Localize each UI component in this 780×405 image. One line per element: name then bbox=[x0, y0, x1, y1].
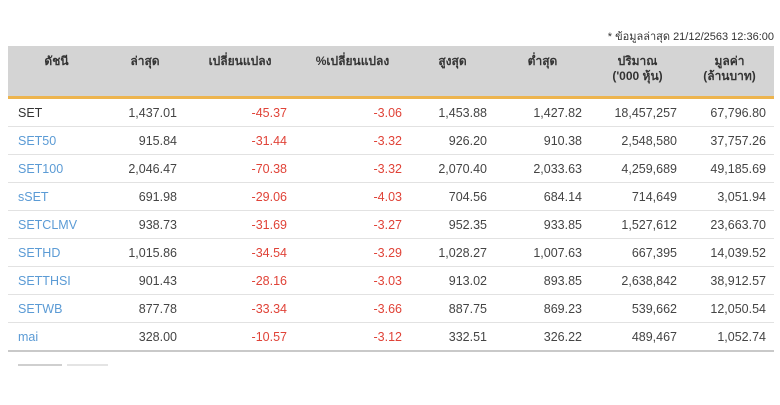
cell-change: -31.44 bbox=[185, 126, 295, 155]
cell-low: 684.14 bbox=[495, 182, 590, 211]
col-header-high: สูงสุด bbox=[410, 46, 495, 99]
cell-last: 328.00 bbox=[105, 322, 185, 352]
cell-pct-change: -4.03 bbox=[295, 182, 410, 211]
cell-high: 926.20 bbox=[410, 126, 495, 155]
col-header-volume: ปริมาณ ('000 หุ้น) bbox=[590, 46, 685, 99]
last-updated-note: * ข้อมูลล่าสุด 21/12/2563 12:36:00 bbox=[607, 31, 774, 43]
cell-low: 326.22 bbox=[495, 322, 590, 352]
footer-divider-2 bbox=[67, 364, 108, 366]
table-row: sSET 691.98 -29.06 -4.03 704.56 684.14 714,649… bbox=[8, 182, 774, 211]
cell-change: -31.69 bbox=[185, 210, 295, 239]
cell-volume: 2,638,842 bbox=[590, 266, 685, 295]
table-header-row: ดัชนี ล่าสุด เปลี่ยนแปลง %เปลี่ยนแปลง สู… bbox=[8, 46, 774, 99]
cell-last: 691.98 bbox=[105, 182, 185, 211]
cell-volume: 539,662 bbox=[590, 294, 685, 323]
cell-change: -10.57 bbox=[185, 322, 295, 352]
cell-low: 893.85 bbox=[495, 266, 590, 295]
col-header-pct-change: %เปลี่ยนแปลง bbox=[295, 46, 410, 99]
cell-change: -29.06 bbox=[185, 182, 295, 211]
cell-pct-change: -3.32 bbox=[295, 126, 410, 155]
cell-last: 938.73 bbox=[105, 210, 185, 239]
col-header-last: ล่าสุด bbox=[105, 46, 185, 99]
cell-volume: 714,649 bbox=[590, 182, 685, 211]
table-row: SETWB 877.78 -33.34 -3.66 887.75 869.23 539,66… bbox=[8, 294, 774, 323]
cell-volume: 667,395 bbox=[590, 238, 685, 267]
index-link[interactable]: SET50 bbox=[8, 126, 105, 155]
cell-change: -28.16 bbox=[185, 266, 295, 295]
table-row: mai 328.00 -10.57 -3.12 332.51 326.22 489,467 1… bbox=[8, 322, 774, 352]
index-summary-table: ดัชนี ล่าสุด เปลี่ยนแปลง %เปลี่ยนแปลง สู… bbox=[8, 46, 774, 352]
cell-volume: 18,457,257 bbox=[590, 97, 685, 127]
cell-last: 1,015.86 bbox=[105, 238, 185, 267]
cell-low: 869.23 bbox=[495, 294, 590, 323]
cell-low: 1,427.82 bbox=[495, 97, 590, 127]
index-label: SET bbox=[8, 97, 105, 127]
cell-low: 2,033.63 bbox=[495, 154, 590, 183]
cell-value: 14,039.52 bbox=[685, 238, 774, 267]
cell-change: -33.34 bbox=[185, 294, 295, 323]
cell-volume: 4,259,689 bbox=[590, 154, 685, 183]
cell-change: -45.37 bbox=[185, 97, 295, 127]
cell-high: 704.56 bbox=[410, 182, 495, 211]
cell-last: 915.84 bbox=[105, 126, 185, 155]
table-row: SET50 915.84 -31.44 -3.32 926.20 910.38 2,548,… bbox=[8, 126, 774, 155]
cell-volume: 489,467 bbox=[590, 322, 685, 352]
table-row: SET 1,437.01 -45.37 -3.06 1,453.88 1,427.82 18… bbox=[8, 97, 774, 127]
index-link[interactable]: sSET bbox=[8, 182, 105, 211]
cell-value: 37,757.26 bbox=[685, 126, 774, 155]
cell-last: 1,437.01 bbox=[105, 97, 185, 127]
cell-last: 877.78 bbox=[105, 294, 185, 323]
cell-high: 952.35 bbox=[410, 210, 495, 239]
index-link[interactable]: SETWB bbox=[8, 294, 105, 323]
cell-last: 901.43 bbox=[105, 266, 185, 295]
footer-divider-1 bbox=[18, 364, 62, 366]
cell-value: 49,185.69 bbox=[685, 154, 774, 183]
table-row: SET100 2,046.47 -70.38 -3.32 2,070.40 2,033.6… bbox=[8, 154, 774, 183]
cell-pct-change: -3.29 bbox=[295, 238, 410, 267]
cell-low: 910.38 bbox=[495, 126, 590, 155]
table-row: SETHD 1,015.86 -34.54 -3.29 1,028.27 1,007.63… bbox=[8, 238, 774, 267]
cell-low: 933.85 bbox=[495, 210, 590, 239]
col-header-low: ต่ำสุด bbox=[495, 46, 590, 99]
col-header-change: เปลี่ยนแปลง bbox=[185, 46, 295, 99]
index-link[interactable]: SETCLMV bbox=[8, 210, 105, 239]
index-table-body: SET 1,437.01 -45.37 -3.06 1,453.88 1,427.82 18… bbox=[8, 97, 774, 352]
cell-pct-change: -3.27 bbox=[295, 210, 410, 239]
cell-value: 23,663.70 bbox=[685, 210, 774, 239]
cell-high: 1,453.88 bbox=[410, 97, 495, 127]
cell-high: 887.75 bbox=[410, 294, 495, 323]
cell-volume: 1,527,612 bbox=[590, 210, 685, 239]
cell-value: 1,052.74 bbox=[685, 322, 774, 352]
cell-high: 2,070.40 bbox=[410, 154, 495, 183]
cell-high: 913.02 bbox=[410, 266, 495, 295]
cell-value: 38,912.57 bbox=[685, 266, 774, 295]
index-link[interactable]: SET100 bbox=[8, 154, 105, 183]
table-row: SETCLMV 938.73 -31.69 -3.27 952.35 933.85 1,52… bbox=[8, 210, 774, 239]
cell-last: 2,046.47 bbox=[105, 154, 185, 183]
cell-value: 12,050.54 bbox=[685, 294, 774, 323]
cell-pct-change: -3.12 bbox=[295, 322, 410, 352]
index-link[interactable]: SETHD bbox=[8, 238, 105, 267]
cell-change: -34.54 bbox=[185, 238, 295, 267]
table-row: SETTHSI 901.43 -28.16 -3.03 913.02 893.85 2,63… bbox=[8, 266, 774, 295]
col-header-value: มูลค่า (ล้านบาท) bbox=[685, 46, 774, 99]
cell-value: 3,051.94 bbox=[685, 182, 774, 211]
cell-high: 1,028.27 bbox=[410, 238, 495, 267]
index-link[interactable]: SETTHSI bbox=[8, 266, 105, 295]
col-header-index: ดัชนี bbox=[8, 46, 105, 99]
cell-pct-change: -3.66 bbox=[295, 294, 410, 323]
cell-pct-change: -3.03 bbox=[295, 266, 410, 295]
cell-value: 67,796.80 bbox=[685, 97, 774, 127]
index-link[interactable]: mai bbox=[8, 322, 105, 352]
cell-pct-change: -3.32 bbox=[295, 154, 410, 183]
cell-volume: 2,548,580 bbox=[590, 126, 685, 155]
cell-change: -70.38 bbox=[185, 154, 295, 183]
cell-pct-change: -3.06 bbox=[295, 97, 410, 127]
cell-low: 1,007.63 bbox=[495, 238, 590, 267]
cell-high: 332.51 bbox=[410, 322, 495, 352]
